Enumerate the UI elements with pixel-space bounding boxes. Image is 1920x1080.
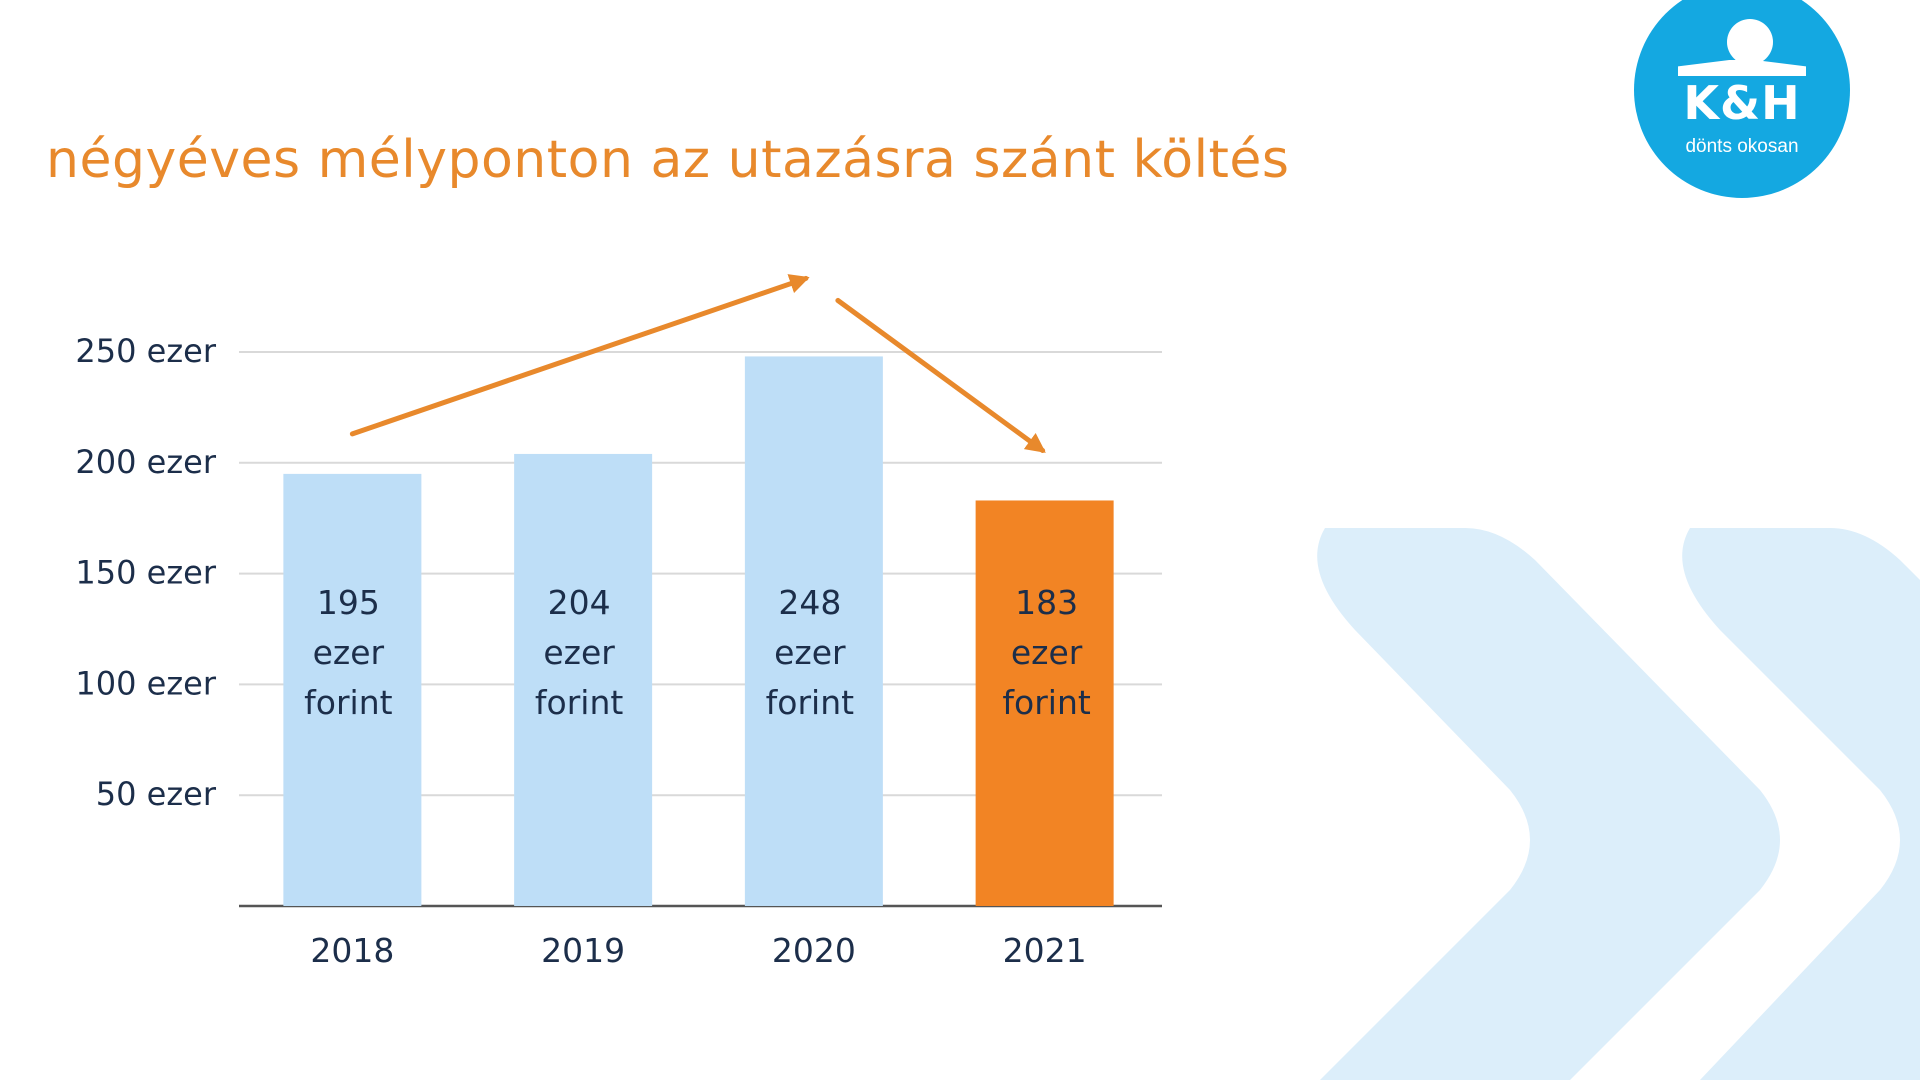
chevron-shape-left <box>1317 528 1780 1080</box>
bar-2021 <box>975 500 1114 906</box>
trend-arrow-down <box>835 297 1046 453</box>
bar-2019 <box>514 453 653 906</box>
bar-value-label: 248 <box>778 583 841 622</box>
bar-2018 <box>283 473 422 906</box>
chevron-shape-right <box>1682 528 1920 1080</box>
slide-title: négyéves mélyponton az utazásra szánt kö… <box>46 130 1290 190</box>
trend-arrow-up <box>349 274 810 437</box>
bar-value-label: ezer <box>1011 633 1083 672</box>
y-tick-label: 250 ezer <box>75 332 216 370</box>
bar-value-label: forint <box>304 683 392 722</box>
bar-value-label: ezer <box>774 633 846 672</box>
y-tick-label: 150 ezer <box>75 554 216 592</box>
logo-figure-head <box>1727 19 1773 65</box>
bar-value-label: ezer <box>313 633 385 672</box>
logo-figure-body <box>1678 60 1806 76</box>
x-tick-label: 2020 <box>772 931 856 970</box>
bar-value-label: forint <box>1002 683 1090 722</box>
y-tick-label: 100 ezer <box>75 664 216 702</box>
logo-tagline: dönts okosan <box>1685 136 1799 157</box>
bar-value-label: 183 <box>1015 583 1078 622</box>
bar-value-label: forint <box>766 683 854 722</box>
x-tick-label: 2019 <box>541 931 625 970</box>
bar-value-label: 204 <box>548 583 611 622</box>
logo-brand-text: K&H <box>1683 76 1801 130</box>
bar-value-label: forint <box>535 683 623 722</box>
kh-logo: K&H dönts okosan <box>1634 0 1850 198</box>
y-tick-label: 200 ezer <box>75 443 216 481</box>
y-tick-label: 50 ezer <box>96 775 217 813</box>
bar-value-label: 195 <box>317 583 380 622</box>
x-tick-label: 2018 <box>310 931 394 970</box>
bar-value-label: ezer <box>543 633 615 672</box>
x-tick-label: 2021 <box>1003 931 1087 970</box>
bar-2020 <box>744 356 883 906</box>
